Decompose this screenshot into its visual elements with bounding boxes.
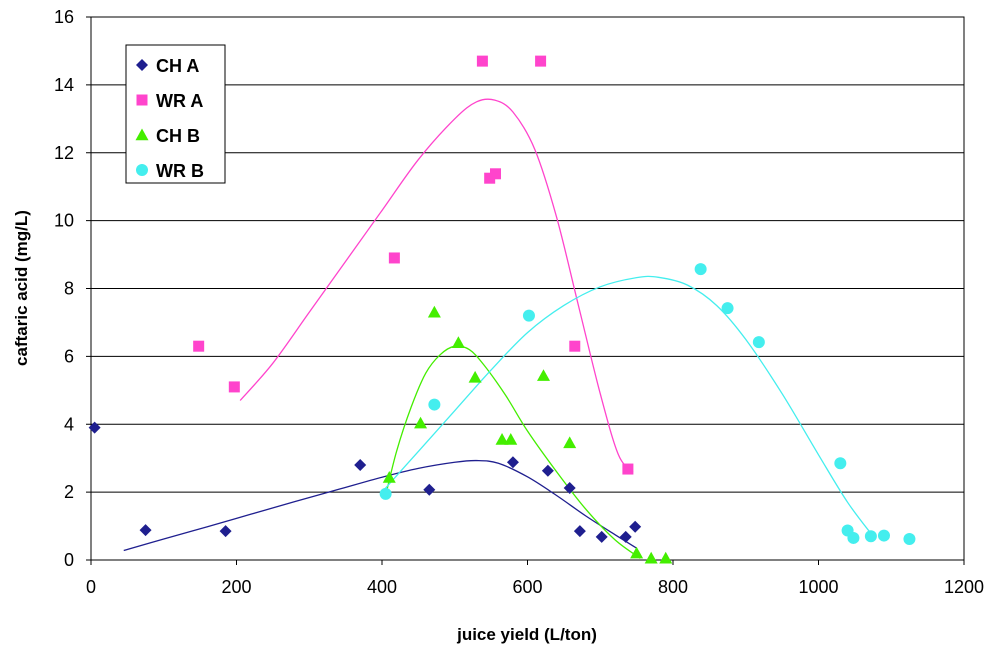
point-ch-a: [139, 524, 152, 537]
legend-marker-ch-a: [136, 59, 148, 71]
point-ch-b: [495, 433, 509, 445]
point-wr-b: [834, 457, 847, 470]
trendline-wr-b: [381, 275, 874, 537]
point-ch-b: [382, 471, 396, 483]
point-wr-a: [535, 55, 547, 67]
point-wr-b: [379, 487, 392, 500]
point-wr-a: [484, 172, 496, 184]
point-wr-b: [721, 302, 734, 315]
point-ch-b: [563, 436, 577, 449]
point-ch-b: [468, 370, 482, 383]
y-tick-label: 2: [64, 482, 74, 502]
x-tick-label: 600: [512, 577, 542, 597]
x-tick-label: 200: [221, 577, 251, 597]
y-tick-label: 6: [64, 346, 74, 366]
x-tick-label: 1000: [798, 577, 838, 597]
point-wr-b: [847, 531, 860, 544]
point-wr-b: [864, 530, 877, 543]
legend: CH A WR A CH B WR B: [125, 44, 226, 184]
point-wr-a: [622, 463, 634, 475]
y-tick-label: 8: [64, 279, 74, 299]
point-wr-a: [193, 340, 205, 352]
point-ch-b: [414, 416, 428, 429]
point-wr-a: [476, 55, 488, 67]
point-wr-b: [877, 529, 890, 542]
point-ch-a: [563, 482, 576, 495]
y-tick-label: 16: [54, 7, 74, 27]
y-tick-label: 0: [64, 550, 74, 570]
gridlines: [86, 16, 965, 565]
point-wr-b: [752, 336, 765, 349]
legend-marker-ch-b: [135, 128, 149, 141]
point-wr-b: [428, 398, 441, 411]
point-ch-b: [659, 551, 673, 564]
point-ch-a: [619, 530, 632, 543]
point-wr-a: [228, 381, 240, 393]
point-ch-a: [506, 456, 519, 469]
point-wr-a: [388, 252, 400, 264]
x-tick-label: 800: [658, 577, 688, 597]
point-ch-b: [644, 551, 658, 564]
x-tick-label: 0: [86, 577, 96, 597]
x-tick-label: 1200: [944, 577, 984, 597]
legend-marker-wr-a: [136, 94, 148, 106]
legend-entries: CH A WR A CH B WR B: [135, 56, 204, 181]
point-wr-a: [569, 340, 581, 352]
point-wr-b: [903, 532, 916, 545]
x-tick-label: 400: [367, 577, 397, 597]
trendlines: [123, 98, 874, 559]
tick-labels: 0 2 4 6 8 10 12 14 16 0 200 400 600 800 1000 1200: [54, 7, 984, 597]
point-ch-b: [451, 336, 465, 348]
point-ch-a: [573, 525, 586, 538]
trendline-ch-a: [123, 459, 637, 552]
y-tick-label: 10: [54, 211, 74, 231]
legend-label-wr-b: WR B: [156, 161, 204, 181]
y-tick-label: 4: [64, 414, 74, 434]
point-ch-b: [630, 546, 644, 559]
legend-marker-wr-b: [136, 164, 148, 176]
legend-label-ch-b: CH B: [156, 126, 200, 146]
point-ch-a: [423, 483, 436, 496]
point-ch-a: [541, 464, 554, 477]
y-tick-label: 12: [54, 143, 74, 163]
data-points: [88, 55, 916, 564]
point-wr-a: [489, 168, 501, 180]
point-ch-a: [595, 530, 608, 543]
trendline-wr-a: [239, 98, 634, 473]
point-ch-b: [537, 369, 551, 381]
legend-label-wr-a: WR A: [156, 91, 203, 111]
trendline-ch-b: [385, 345, 641, 559]
point-ch-b: [504, 433, 518, 445]
x-axis-title: juice yield (L/ton): [456, 625, 597, 644]
point-ch-a: [219, 525, 232, 538]
point-ch-b: [427, 305, 441, 318]
legend-label-ch-a: CH A: [156, 56, 199, 76]
point-wr-b: [522, 309, 535, 322]
point-ch-a: [354, 458, 367, 471]
y-axis-title: caftaric acid (mg/L): [12, 210, 31, 366]
y-tick-label: 14: [54, 75, 74, 95]
point-wr-b: [694, 263, 707, 276]
point-ch-a: [88, 421, 101, 434]
point-ch-a: [629, 520, 642, 533]
